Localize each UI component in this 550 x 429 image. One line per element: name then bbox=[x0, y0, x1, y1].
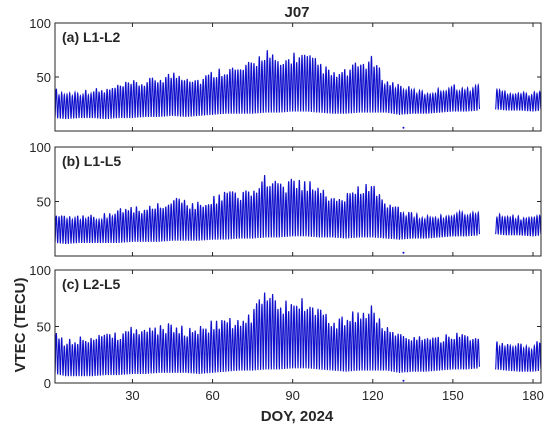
panel-label: (a) L1-L2 bbox=[62, 29, 121, 45]
outlier-point bbox=[402, 126, 405, 129]
x-tick-label: 180 bbox=[522, 388, 544, 403]
chart-title: J07 bbox=[284, 4, 309, 21]
y-tick-label: 100 bbox=[29, 263, 51, 278]
y-tick-label: 50 bbox=[37, 70, 51, 85]
x-tick-label: 120 bbox=[362, 388, 384, 403]
panels-group: 50 100 (a) L1-L2 50 100 (b) L1-L5 0 50 100 (c) L2… bbox=[29, 16, 542, 391]
vtec-series-line bbox=[55, 174, 541, 245]
x-tick-label: 90 bbox=[285, 388, 299, 403]
panel-label: (b) L1-L5 bbox=[62, 153, 121, 169]
panel-a: 50 100 (a) L1-L2 bbox=[29, 16, 542, 132]
outlier-point bbox=[402, 379, 405, 382]
y-tick-label: 100 bbox=[29, 140, 51, 155]
panel-c: 0 50 100 (c) L2-L5 bbox=[29, 263, 542, 391]
x-tick-label: 30 bbox=[125, 388, 139, 403]
vtec-series-line bbox=[55, 50, 541, 120]
y-tick-label: 50 bbox=[37, 320, 51, 335]
x-tick-label: 60 bbox=[205, 388, 219, 403]
y-axis-label: VTEC (TECU) bbox=[12, 278, 29, 373]
y-tick-label: 50 bbox=[37, 195, 51, 210]
x-tick-labels: 30 60 90 120 150 180 bbox=[125, 388, 544, 403]
outlier-point bbox=[402, 251, 405, 254]
panel-frame bbox=[54, 146, 542, 257]
y-tick-label: 0 bbox=[44, 376, 51, 391]
x-tick-label: 150 bbox=[442, 388, 464, 403]
vtec-series-line bbox=[55, 292, 541, 377]
x-axis-label: DOY, 2024 bbox=[261, 408, 334, 425]
panel-label: (c) L2-L5 bbox=[62, 276, 121, 292]
panel-frame bbox=[54, 22, 542, 132]
y-tick-label: 100 bbox=[29, 16, 51, 31]
panel-b: 50 100 (b) L1-L5 bbox=[29, 140, 542, 257]
